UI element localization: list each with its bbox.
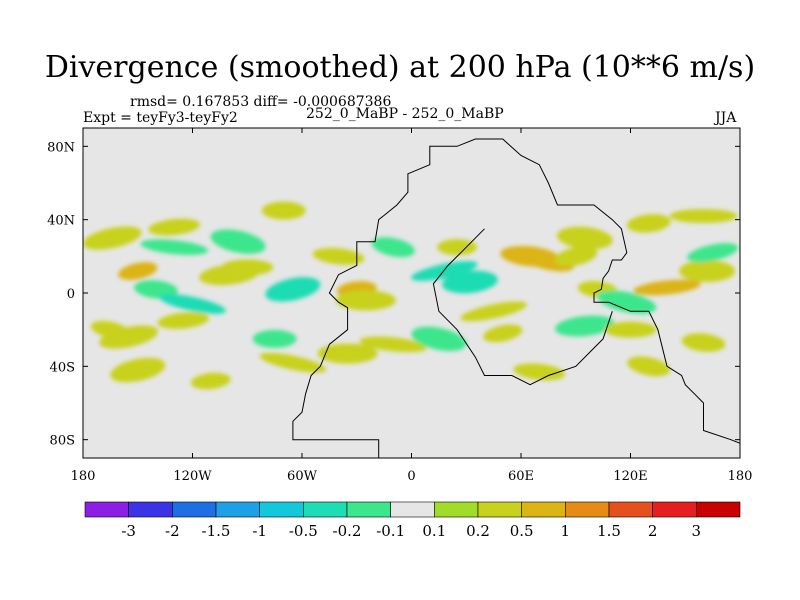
colorbar-swatch (259, 501, 304, 518)
anomaly-region (221, 259, 274, 276)
anomaly-region (140, 239, 209, 255)
anomaly-region (148, 218, 201, 236)
colorbar-swatch (565, 501, 610, 518)
colorbar-swatch (172, 501, 217, 518)
x-tick-label: 0 (407, 469, 415, 484)
colorbar-swatch (477, 501, 522, 518)
x-tick-label: 120W (173, 469, 212, 484)
anomaly-region (627, 356, 671, 377)
anomaly-region (134, 280, 178, 299)
anomaly-region (118, 262, 158, 280)
anomaly-region (460, 301, 527, 322)
season-label: JJA (715, 110, 737, 126)
colorbar-label: 0.1 (422, 522, 446, 540)
anomaly-region (317, 343, 378, 364)
anomaly-region (557, 226, 613, 250)
anomaly-region (411, 326, 467, 352)
anomaly-region (442, 270, 498, 294)
colorbar-label: 0.2 (466, 522, 490, 540)
colorbar-label: 1 (561, 522, 571, 540)
anomaly-region (312, 247, 365, 265)
anomaly-region (555, 315, 615, 337)
colorbar-swatch (303, 501, 348, 518)
colorbar-label: -2 (165, 522, 180, 540)
y-tick-label: 40S (50, 360, 75, 375)
coastline-segment-east (432, 228, 613, 386)
coastline-segment (292, 138, 740, 458)
anomaly-region (554, 246, 598, 267)
anomaly-region (265, 277, 321, 302)
colorbar-label: -1.5 (202, 522, 231, 540)
colorbar-swatch (696, 501, 741, 518)
colorbar-swatch (521, 501, 566, 518)
anomaly-region (411, 261, 478, 281)
anomaly-region (261, 201, 306, 220)
stats-label: rmsd= 0.167853 diff= -0.000687386 (130, 94, 392, 110)
anomaly-region (99, 325, 159, 349)
colorbar-swatch (652, 501, 697, 518)
anomaly-region (633, 279, 701, 296)
anomaly-region (335, 290, 396, 311)
anomaly-region (83, 226, 142, 250)
anomaly-region (159, 294, 226, 314)
anomaly-region (522, 252, 574, 272)
anomaly-region (157, 312, 210, 329)
colorbar-label: 1.5 (597, 522, 621, 540)
anomaly-region (359, 336, 428, 353)
coastline-overlay (292, 138, 740, 458)
y-tick-label: 80S (50, 434, 75, 449)
y-tick-label: 40N (47, 214, 75, 229)
case-label: 252_0_MaBP - 252_0_MaBP (306, 106, 504, 122)
anomaly-region (371, 237, 415, 258)
y-tick-label: 80N (47, 140, 75, 155)
colorbar: -3 -2 -1.5 -1 -0.5 -0.2 -0.1 0.1 0.2 0.5 1 1.5 2 3 (84, 501, 741, 540)
anomaly-region (110, 357, 166, 383)
colorbar-label: -0.2 (333, 522, 362, 540)
colorbar-swatch (128, 501, 173, 518)
colorbar-label: 3 (692, 522, 702, 540)
anomaly-region (210, 229, 266, 254)
anomaly-region (687, 243, 739, 263)
anomaly-field (83, 201, 739, 390)
colorbar-label: -0.5 (289, 522, 318, 540)
colorbar-swatch (84, 501, 129, 518)
x-tick-label: 60E (508, 469, 534, 484)
experiment-label: Expt = teyFy3-teyFy2 (83, 110, 238, 126)
colorbar-swatch (434, 501, 479, 518)
anomaly-region (437, 239, 478, 256)
colorbar-label: 0.5 (510, 522, 534, 540)
anomaly-region (513, 363, 566, 381)
anomaly-region (626, 214, 671, 233)
colorbar-label: -0.1 (376, 522, 405, 540)
x-tick-label: 180 (71, 469, 96, 484)
anomaly-region (604, 321, 657, 338)
x-tick-label: 120E (613, 469, 647, 484)
anomaly-region (679, 260, 736, 282)
colorbar-label: -3 (121, 522, 136, 540)
colorbar-swatch (608, 501, 653, 518)
x-tick-label: 60W (287, 469, 318, 484)
y-tick-label: 0 (67, 287, 75, 302)
anomaly-region (190, 372, 231, 390)
anomaly-region (681, 333, 726, 352)
anomaly-region (252, 329, 297, 348)
anomaly-region (597, 290, 657, 314)
colorbar-swatch (346, 501, 391, 518)
anomaly-region (483, 324, 523, 343)
anomaly-region (669, 209, 738, 223)
x-tick-label: 180 (728, 469, 753, 484)
colorbar-label: -1 (252, 522, 267, 540)
anomaly-region (259, 352, 327, 373)
colorbar-label: 2 (648, 522, 658, 540)
chart-title: Divergence (smoothed) at 200 hPa (10**6 … (44, 50, 756, 85)
colorbar-swatch (390, 501, 435, 518)
colorbar-swatch (215, 501, 260, 518)
axis-ticks: 180 120W 60W 0 60E 120E 180 80N 40N 0 40S 80S (47, 128, 752, 484)
